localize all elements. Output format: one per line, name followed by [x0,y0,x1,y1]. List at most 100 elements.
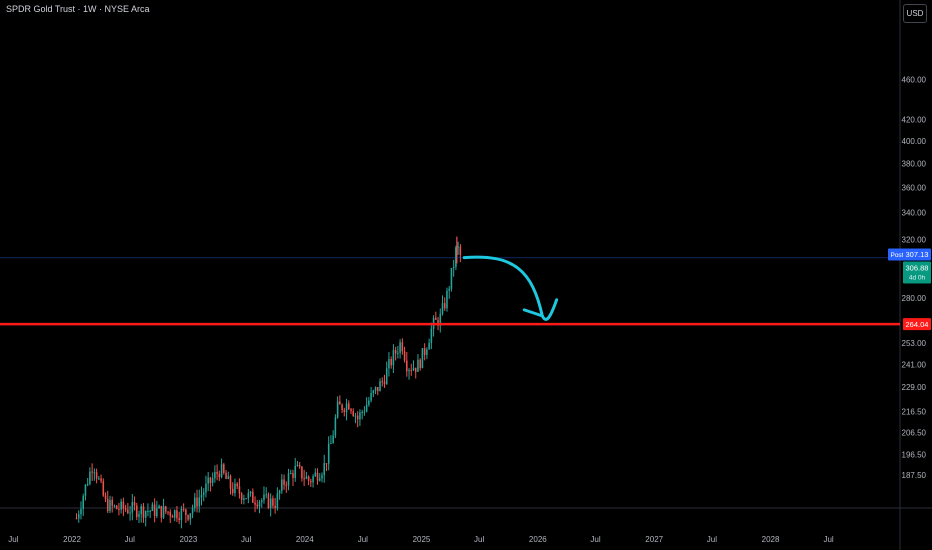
candle-body [151,504,154,511]
time-tick-label: Jul [8,535,18,544]
candle-body [118,508,120,510]
candle-body [423,348,426,355]
candle-body [127,509,129,514]
candle-body [417,359,419,372]
price-tick-label: 380.00 [902,160,927,169]
candle-body [202,492,205,495]
candle-body [385,368,388,385]
candle-body [439,313,442,326]
candle-body [341,404,343,411]
post-tag [888,248,906,261]
candle-body [225,472,227,479]
candle-body [441,303,444,314]
time-tick-label: 2027 [645,535,663,544]
candle-body [194,497,196,508]
candle-body [140,506,143,515]
candle-body [129,512,131,514]
candle-body [165,506,167,512]
candle-body [446,290,448,309]
candle-body [86,483,89,485]
candle-body [238,486,241,494]
candle-body [401,342,404,352]
candle-body [149,510,151,512]
candle-body [249,491,252,494]
candle-body [100,478,102,482]
price-tick-label: 400.00 [902,137,927,146]
candle-body [167,511,169,513]
price-axis[interactable]: 460.00 420.00 400.00 380.00 360.00 340.00 320.… [888,75,931,480]
candle-body [258,502,261,507]
candle-body [426,349,428,355]
candle-body [252,491,254,503]
candle-body [256,504,259,507]
time-tick-label: Jul [241,535,251,544]
candle-body [298,464,301,467]
candle-body [377,386,379,392]
candle-body [189,513,192,520]
time-tick-label: Jul [823,535,833,544]
candle-body [318,478,321,481]
candle-body [347,403,350,410]
candle-body [448,288,450,291]
candle-body [296,464,299,466]
price-tick-label: 320.00 [902,235,927,244]
candle-body [265,494,267,496]
currency-button[interactable]: USD [903,4,927,23]
time-tick-label: 2025 [413,535,431,544]
price-tick-label: 216.50 [902,408,927,417]
time-tick-label: 2026 [529,535,547,544]
candle-body [421,348,424,369]
candle-body [91,471,93,473]
candle-body [133,502,136,506]
candle-body [410,370,413,372]
candle-body [160,505,163,518]
price-tick-label: 187.50 [902,471,927,480]
candle-body [372,390,375,394]
price-tick-label: 360.00 [902,183,927,192]
support-price-label: 264.04 [906,320,929,329]
candle-body [397,352,399,354]
candle-body [229,476,232,489]
candle-body [254,502,256,505]
candle-body [205,483,207,493]
candle-body [104,495,107,499]
candle-body [310,480,312,483]
candle-body [455,247,457,268]
candle-body [211,478,214,483]
price-tick-label: 253.00 [902,339,927,348]
candle-body [77,514,80,519]
candle-body [113,505,116,507]
candle-body [336,401,339,418]
last-price-tag [903,261,931,284]
symbol-title[interactable]: SPDR Gold Trust · 1W · NYSE Arca [6,4,150,14]
projection-arrow[interactable] [462,255,559,321]
time-tick-label: 2028 [762,535,780,544]
candle-body [332,435,334,444]
candle-body [368,400,370,405]
candle-body [263,494,265,501]
candle-body [173,510,176,518]
candle-body [185,509,187,516]
last-price-label: 306.88 [906,263,929,272]
candle-body [240,493,243,500]
candle-body [403,351,406,361]
candle-body [223,464,225,473]
candle-body [84,484,87,497]
candle-body [106,498,109,512]
candle-body [356,415,359,420]
candle-body [307,476,310,481]
candle-body [209,477,212,483]
candle-body [321,475,323,479]
candle-body [144,511,147,518]
time-axis[interactable]: Jul 2022 Jul 2023 Jul 2024 Jul 2025 Jul 2026 Jul 20… [8,535,834,544]
price-tick-label: 229.00 [902,383,927,392]
candle-body [115,505,118,509]
time-tick-label: 2024 [296,535,314,544]
candle-body [381,381,384,383]
candle-body [218,473,221,477]
candle-body [274,505,276,509]
candle-body [142,506,145,518]
candle-body [361,411,363,413]
candle-body [153,504,156,517]
